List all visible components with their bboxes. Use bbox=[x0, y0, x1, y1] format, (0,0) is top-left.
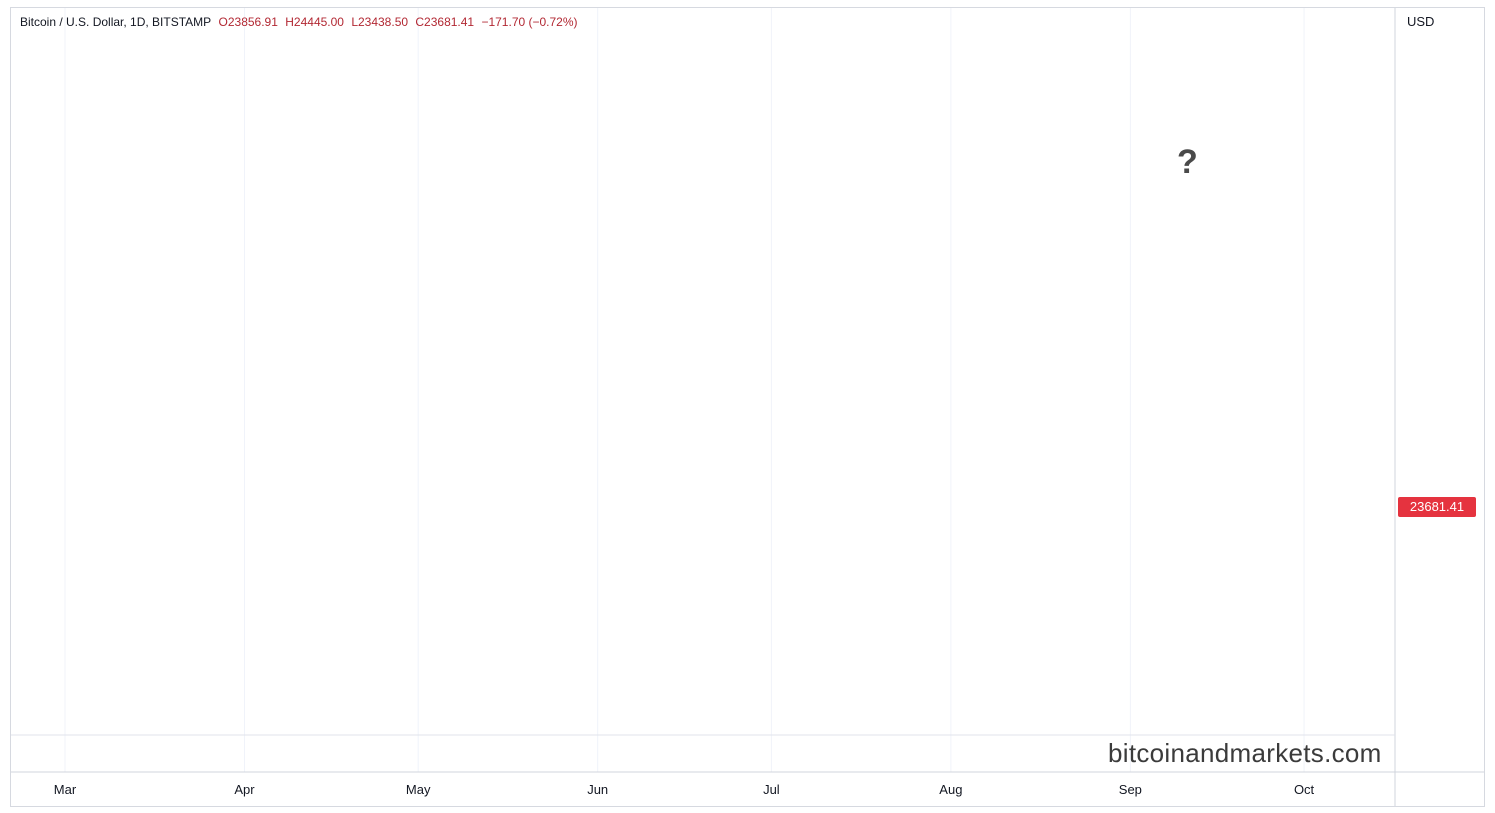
watermark: bitcoinandmarkets.com bbox=[1108, 738, 1382, 768]
chart-frame bbox=[10, 7, 1485, 807]
change-value: −171.70 (−0.72%) bbox=[481, 15, 578, 29]
x-tick-label: May bbox=[406, 782, 431, 797]
axes bbox=[11, 8, 1484, 806]
x-tick-labels: Mar Apr May Jun Jul Aug Sep Oct bbox=[54, 782, 1315, 797]
open-value: O23856.91 bbox=[218, 15, 278, 29]
x-tick-label: Sep bbox=[1119, 782, 1142, 797]
low-value: L23438.50 bbox=[351, 15, 409, 29]
x-tick-label: Aug bbox=[939, 782, 962, 797]
x-tick-label: Apr bbox=[234, 782, 255, 797]
gridlines bbox=[64, 8, 1305, 772]
ohlc-header: Bitcoin / U.S. Dollar, 1D, BITSTAMP O238… bbox=[20, 15, 582, 29]
x-tick-label: Jun bbox=[587, 782, 608, 797]
x-tick-label: Mar bbox=[54, 782, 77, 797]
close-value: C23681.41 bbox=[415, 15, 475, 29]
question-mark-annotation: ? bbox=[1177, 143, 1198, 181]
last-price-badge: 23681.41 bbox=[1398, 497, 1476, 517]
currency-label: USD bbox=[1407, 14, 1435, 29]
x-tick-label: Oct bbox=[1294, 782, 1315, 797]
high-value: H24445.00 bbox=[285, 15, 344, 29]
symbol-label[interactable]: Bitcoin / U.S. Dollar, 1D, BITSTAMP bbox=[20, 15, 212, 29]
x-tick-label: Jul bbox=[763, 782, 780, 797]
